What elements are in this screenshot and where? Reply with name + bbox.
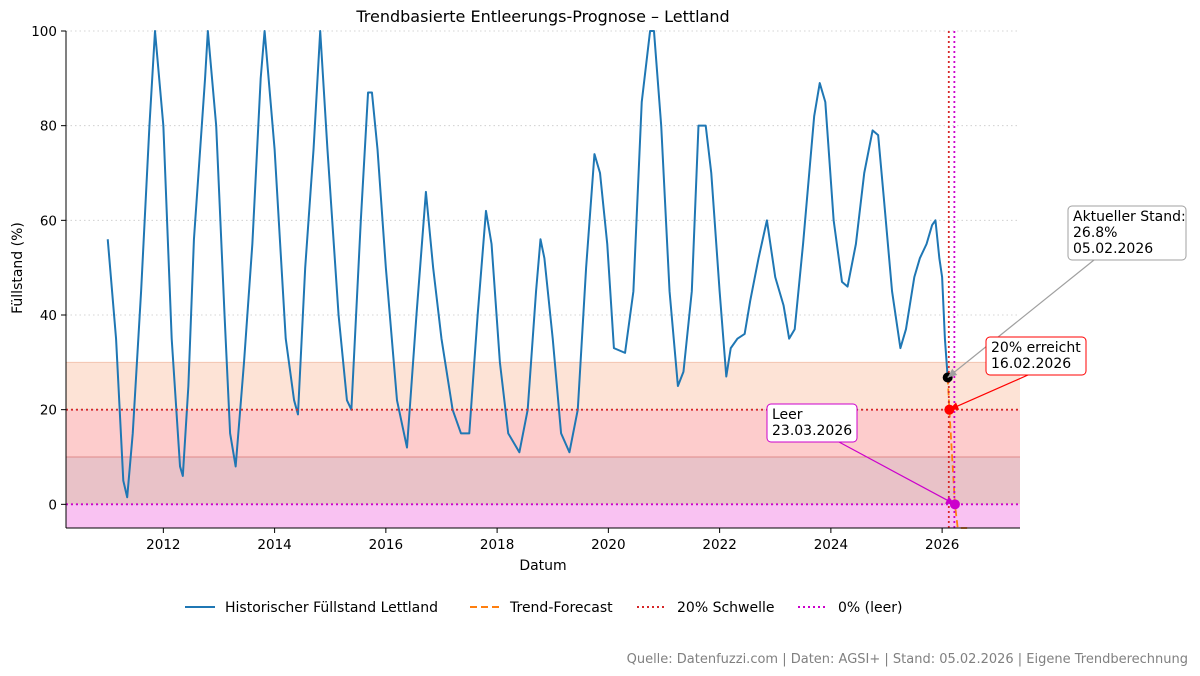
annotation-text-threshold-0: 20% erreicht (991, 340, 1081, 356)
annotations: Aktueller Stand:26.8%05.02.2026 20% errei… (766, 205, 1187, 505)
band-2 (66, 457, 1020, 505)
tick-labels: 2012 2014 2016 2018 2020 2022 2024 2026 0 20 40 60 8… (31, 24, 959, 553)
annotation-text-current-2: 05.02.2026 (1073, 241, 1153, 257)
y-tick-label-40: 40 (40, 308, 57, 324)
band-3 (66, 504, 1020, 528)
x-tick-label-2020: 2020 (591, 537, 625, 553)
annotation-arrowhead-current (947, 368, 958, 378)
annotation-arrow-current (947, 259, 1095, 378)
x-axis-label: Datum (519, 558, 566, 574)
annotation-arrow-threshold (949, 374, 1029, 411)
annotation-text-threshold-1: 16.02.2026 (991, 356, 1071, 372)
threshold-bands (66, 361, 1020, 528)
series-line-0 (106, 30, 949, 499)
annotation-text-current-0: Aktueller Stand: (1073, 209, 1186, 225)
chart-title: Trendbasierte Entleerungs-Prognose – Let… (355, 7, 729, 26)
y-tick-label-0: 0 (48, 497, 57, 513)
x-tick-label-2022: 2022 (702, 537, 736, 553)
y-tick-label-80: 80 (40, 119, 57, 135)
annotation-box-threshold (985, 336, 1087, 376)
band-1 (66, 409, 1020, 457)
x-tick-label-2014: 2014 (257, 537, 291, 553)
annotation-box-empty (766, 403, 858, 443)
band-0 (66, 362, 1020, 410)
annotation-arrowhead-threshold (949, 402, 960, 410)
legend-label-2: 20% Schwelle (677, 600, 774, 616)
legend-label-1: Trend-Forecast (509, 600, 613, 616)
footer-source: Quelle: Datenfuzzi.com | Daten: AGSI+ | … (627, 652, 1188, 667)
x-tick-label-2016: 2016 (369, 537, 403, 553)
annotation-arrow-empty (838, 441, 956, 505)
x-tick-label-2026: 2026 (925, 537, 959, 553)
annotation-box-current (1067, 205, 1187, 261)
annotation-text-current-1: 26.8% (1073, 225, 1117, 241)
annotation-text-empty-1: 23.03.2026 (772, 423, 852, 439)
y-tick-label-100: 100 (31, 24, 57, 40)
y-axis-label: Füllstand (%) (10, 222, 26, 314)
x-tick-label-2024: 2024 (814, 537, 848, 553)
legend-label-3: 0% (leer) (838, 600, 902, 616)
annotation-text-empty-0: Leer (772, 407, 803, 423)
annotation-arrowhead-empty (945, 496, 955, 505)
x-tick-label-2012: 2012 (146, 537, 180, 553)
y-tick-label-20: 20 (40, 403, 57, 419)
legend-label-0: Historischer Füllstand Lettland (225, 600, 438, 616)
axes (65, 31, 1020, 529)
legend: Historischer Füllstand Lettland Trend-For… (185, 600, 902, 616)
y-tick-label-60: 60 (40, 213, 57, 229)
x-tick-label-2018: 2018 (480, 537, 514, 553)
